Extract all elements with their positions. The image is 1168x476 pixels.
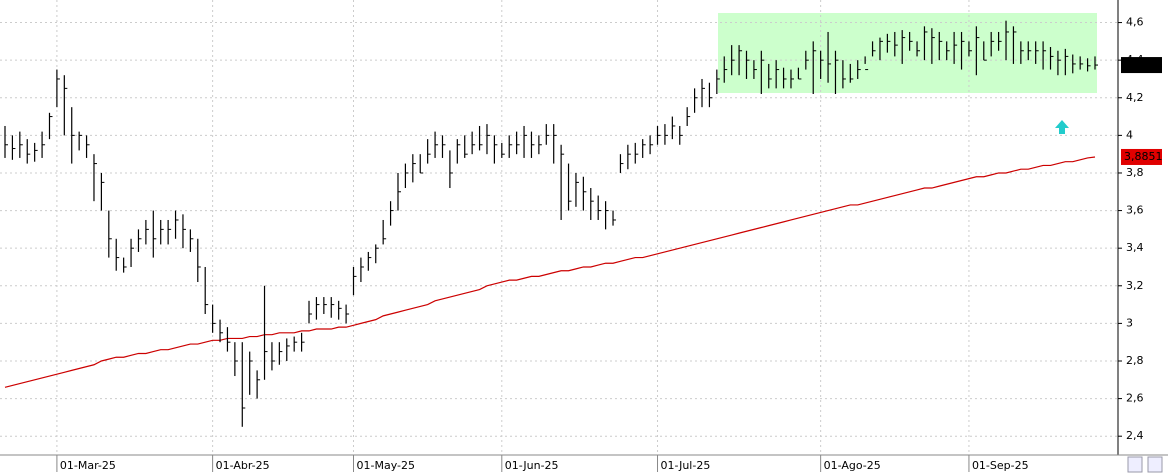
y-tick-label: 2,8 [1126,354,1144,367]
signal-arrow [1055,120,1069,134]
y-tick-label: 2,4 [1126,429,1144,442]
y-tick-label: 3,4 [1126,241,1144,254]
last-ma-box [1121,148,1162,165]
x-tick-label: 01-Mar-25 [60,459,116,472]
x-tick-label: 01-Abr-25 [216,459,270,472]
last-price-box [1121,57,1162,74]
x-tick-label: 01-Ago-25 [824,459,881,472]
highlight-zone [718,13,1097,93]
y-tick-label: 3 [1126,316,1133,329]
y-tick-label: 3,2 [1126,279,1144,292]
y-tick-label: 4,2 [1126,91,1144,104]
last-price-text: 4,374 [1124,58,1156,71]
save-button[interactable] [1147,456,1163,473]
x-tick-label: 01-May-25 [357,459,415,472]
x-tick-label: 01-Sep-25 [972,459,1029,472]
moving-average-line [4,156,1096,388]
scroll-button[interactable] [1127,456,1143,473]
y-tick-label: 4 [1126,128,1133,141]
y-tick-label: 3,8 [1126,166,1144,179]
x-tick-label: 01-Jul-25 [661,459,711,472]
y-tick-label: 2,6 [1126,392,1144,405]
x-tick-label: 01-Jun-25 [505,459,559,472]
last-ma-text: 3,8851 [1124,150,1163,163]
y-tick-label: 4,6 [1126,16,1144,29]
y-tick-label: 3,6 [1126,204,1144,217]
